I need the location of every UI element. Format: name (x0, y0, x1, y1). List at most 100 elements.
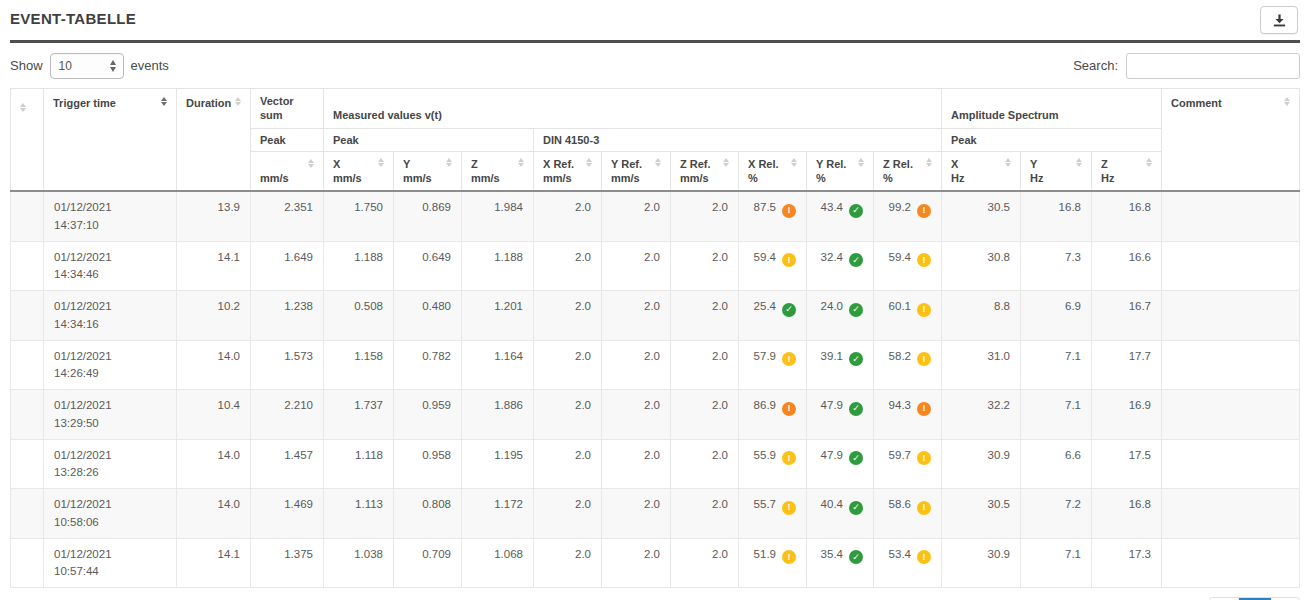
x-hz-cell: 30.5 (942, 489, 1021, 539)
y-rel-cell: 43.4✓ (807, 191, 874, 241)
x-rel-cell: 51.9! (739, 538, 807, 588)
z-ref-cell: 2.0 (671, 291, 739, 341)
warning-circle-icon: ! (917, 501, 931, 515)
warning-circle-icon: ! (917, 303, 931, 317)
sort-arrows-icon (308, 158, 314, 168)
x-hz-cell: 32.2 (942, 390, 1021, 440)
column-header-vector-sum-mms[interactable]: mm/s (251, 151, 324, 191)
column-header-z-rel[interactable]: Z Rel. % (874, 151, 942, 191)
z-ref-cell: 2.0 (671, 340, 739, 390)
x-hz-cell: 30.9 (942, 538, 1021, 588)
warning-circle-icon: ! (782, 402, 796, 416)
column-header-x-rel[interactable]: X Rel. % (739, 151, 807, 191)
y-peak-cell: 0.480 (394, 291, 462, 341)
z-hz-cell: 17.7 (1092, 340, 1162, 390)
sort-arrows-icon (723, 157, 729, 167)
search-input[interactable] (1126, 53, 1300, 79)
y-hz-cell: 6.9 (1021, 291, 1092, 341)
sort-arrows-icon (926, 157, 932, 167)
column-header-x-hz[interactable]: X Hz (942, 151, 1021, 191)
z-rel-cell: 60.1! (874, 291, 942, 341)
duration-cell: 14.1 (177, 538, 251, 588)
duration-cell: 13.9 (177, 191, 251, 241)
column-header-z[interactable]: Z mm/s (462, 151, 534, 191)
column-header-x-ref[interactable]: X Ref. mm/s (534, 151, 602, 191)
sort-arrows-icon (235, 96, 241, 106)
row-select-cell (11, 340, 44, 390)
sort-arrows-icon (1076, 157, 1082, 167)
comment-cell (1162, 390, 1300, 440)
table-row: 01/12/202114:34:46 14.1 1.649 1.188 0.64… (11, 241, 1300, 291)
table-row: 01/12/202110:57:44 14.1 1.375 1.038 0.70… (11, 538, 1300, 588)
z-peak-cell: 1.984 (462, 191, 534, 241)
x-hz-cell: 31.0 (942, 340, 1021, 390)
column-header-z-ref[interactable]: Z Ref. mm/s (671, 151, 739, 191)
check-circle-icon: ✓ (849, 303, 863, 317)
warning-circle-icon: ! (782, 253, 796, 267)
page-title: EVENT-TABELLE (10, 6, 1300, 27)
column-header-select[interactable] (11, 89, 44, 192)
column-header-z-hz[interactable]: Z Hz (1092, 151, 1162, 191)
x-peak-cell: 1.158 (324, 340, 394, 390)
z-hz-cell: 16.9 (1092, 390, 1162, 440)
x-rel-cell: 86.9! (739, 390, 807, 440)
row-select-cell (11, 439, 44, 489)
comment-cell (1162, 291, 1300, 341)
z-ref-cell: 2.0 (671, 241, 739, 291)
trigger-time-cell: 01/12/202113:28:26 (44, 439, 177, 489)
page-size-select[interactable]: 10 (50, 53, 124, 79)
row-select-cell (11, 489, 44, 539)
row-select-cell (11, 538, 44, 588)
table-row: 01/12/202114:37:10 13.9 2.351 1.750 0.86… (11, 191, 1300, 241)
warning-circle-icon: ! (782, 451, 796, 465)
event-table: Trigger time Duration Vector sum Measure… (10, 88, 1300, 588)
x-hz-cell: 30.8 (942, 241, 1021, 291)
column-header-y-hz[interactable]: Y Hz (1021, 151, 1092, 191)
y-rel-cell: 35.4✓ (807, 538, 874, 588)
x-ref-cell: 2.0 (534, 439, 602, 489)
trigger-time-cell: 01/12/202110:57:44 (44, 538, 177, 588)
y-ref-cell: 2.0 (602, 489, 671, 539)
warning-circle-icon: ! (782, 204, 796, 218)
column-header-trigger-time[interactable]: Trigger time (44, 89, 177, 192)
y-ref-cell: 2.0 (602, 340, 671, 390)
z-rel-cell: 53.4! (874, 538, 942, 588)
title-divider (10, 40, 1300, 43)
warning-circle-icon: ! (917, 352, 931, 366)
column-header-y-ref[interactable]: Y Ref. mm/s (602, 151, 671, 191)
z-ref-cell: 2.0 (671, 538, 739, 588)
column-header-y-rel[interactable]: Y Rel. % (807, 151, 874, 191)
select-stepper-icon (110, 60, 116, 72)
sort-arrows-icon (161, 96, 167, 106)
vector-sum-cell: 1.375 (251, 538, 324, 588)
x-rel-cell: 87.5! (739, 191, 807, 241)
x-peak-cell: 1.188 (324, 241, 394, 291)
y-hz-cell: 7.1 (1021, 340, 1092, 390)
z-hz-cell: 16.6 (1092, 241, 1162, 291)
duration-cell: 10.2 (177, 291, 251, 341)
x-hz-cell: 30.9 (942, 439, 1021, 489)
check-circle-icon: ✓ (782, 303, 796, 317)
z-rel-cell: 59.7! (874, 439, 942, 489)
column-header-comment[interactable]: Comment (1162, 89, 1300, 192)
table-body: 01/12/202114:37:10 13.9 2.351 1.750 0.86… (11, 191, 1300, 588)
duration-cell: 14.0 (177, 439, 251, 489)
table-controls: Show 10 events Search: (10, 52, 1300, 79)
y-ref-cell: 2.0 (602, 191, 671, 241)
download-button[interactable] (1260, 6, 1298, 34)
y-hz-cell: 7.2 (1021, 489, 1092, 539)
x-hz-cell: 8.8 (942, 291, 1021, 341)
check-circle-icon: ✓ (849, 402, 863, 416)
check-circle-icon: ✓ (849, 550, 863, 564)
column-header-y[interactable]: Y mm/s (394, 151, 462, 191)
column-header-x[interactable]: X mm/s (324, 151, 394, 191)
warning-circle-icon: ! (917, 253, 931, 267)
column-header-duration[interactable]: Duration (177, 89, 251, 192)
download-icon (1272, 13, 1287, 28)
trigger-time-cell: 01/12/202110:58:06 (44, 489, 177, 539)
sort-arrows-icon (20, 102, 26, 112)
table-row: 01/12/202113:29:50 10.4 2.210 1.737 0.95… (11, 390, 1300, 440)
z-ref-cell: 2.0 (671, 191, 739, 241)
comment-cell (1162, 439, 1300, 489)
y-peak-cell: 0.808 (394, 489, 462, 539)
